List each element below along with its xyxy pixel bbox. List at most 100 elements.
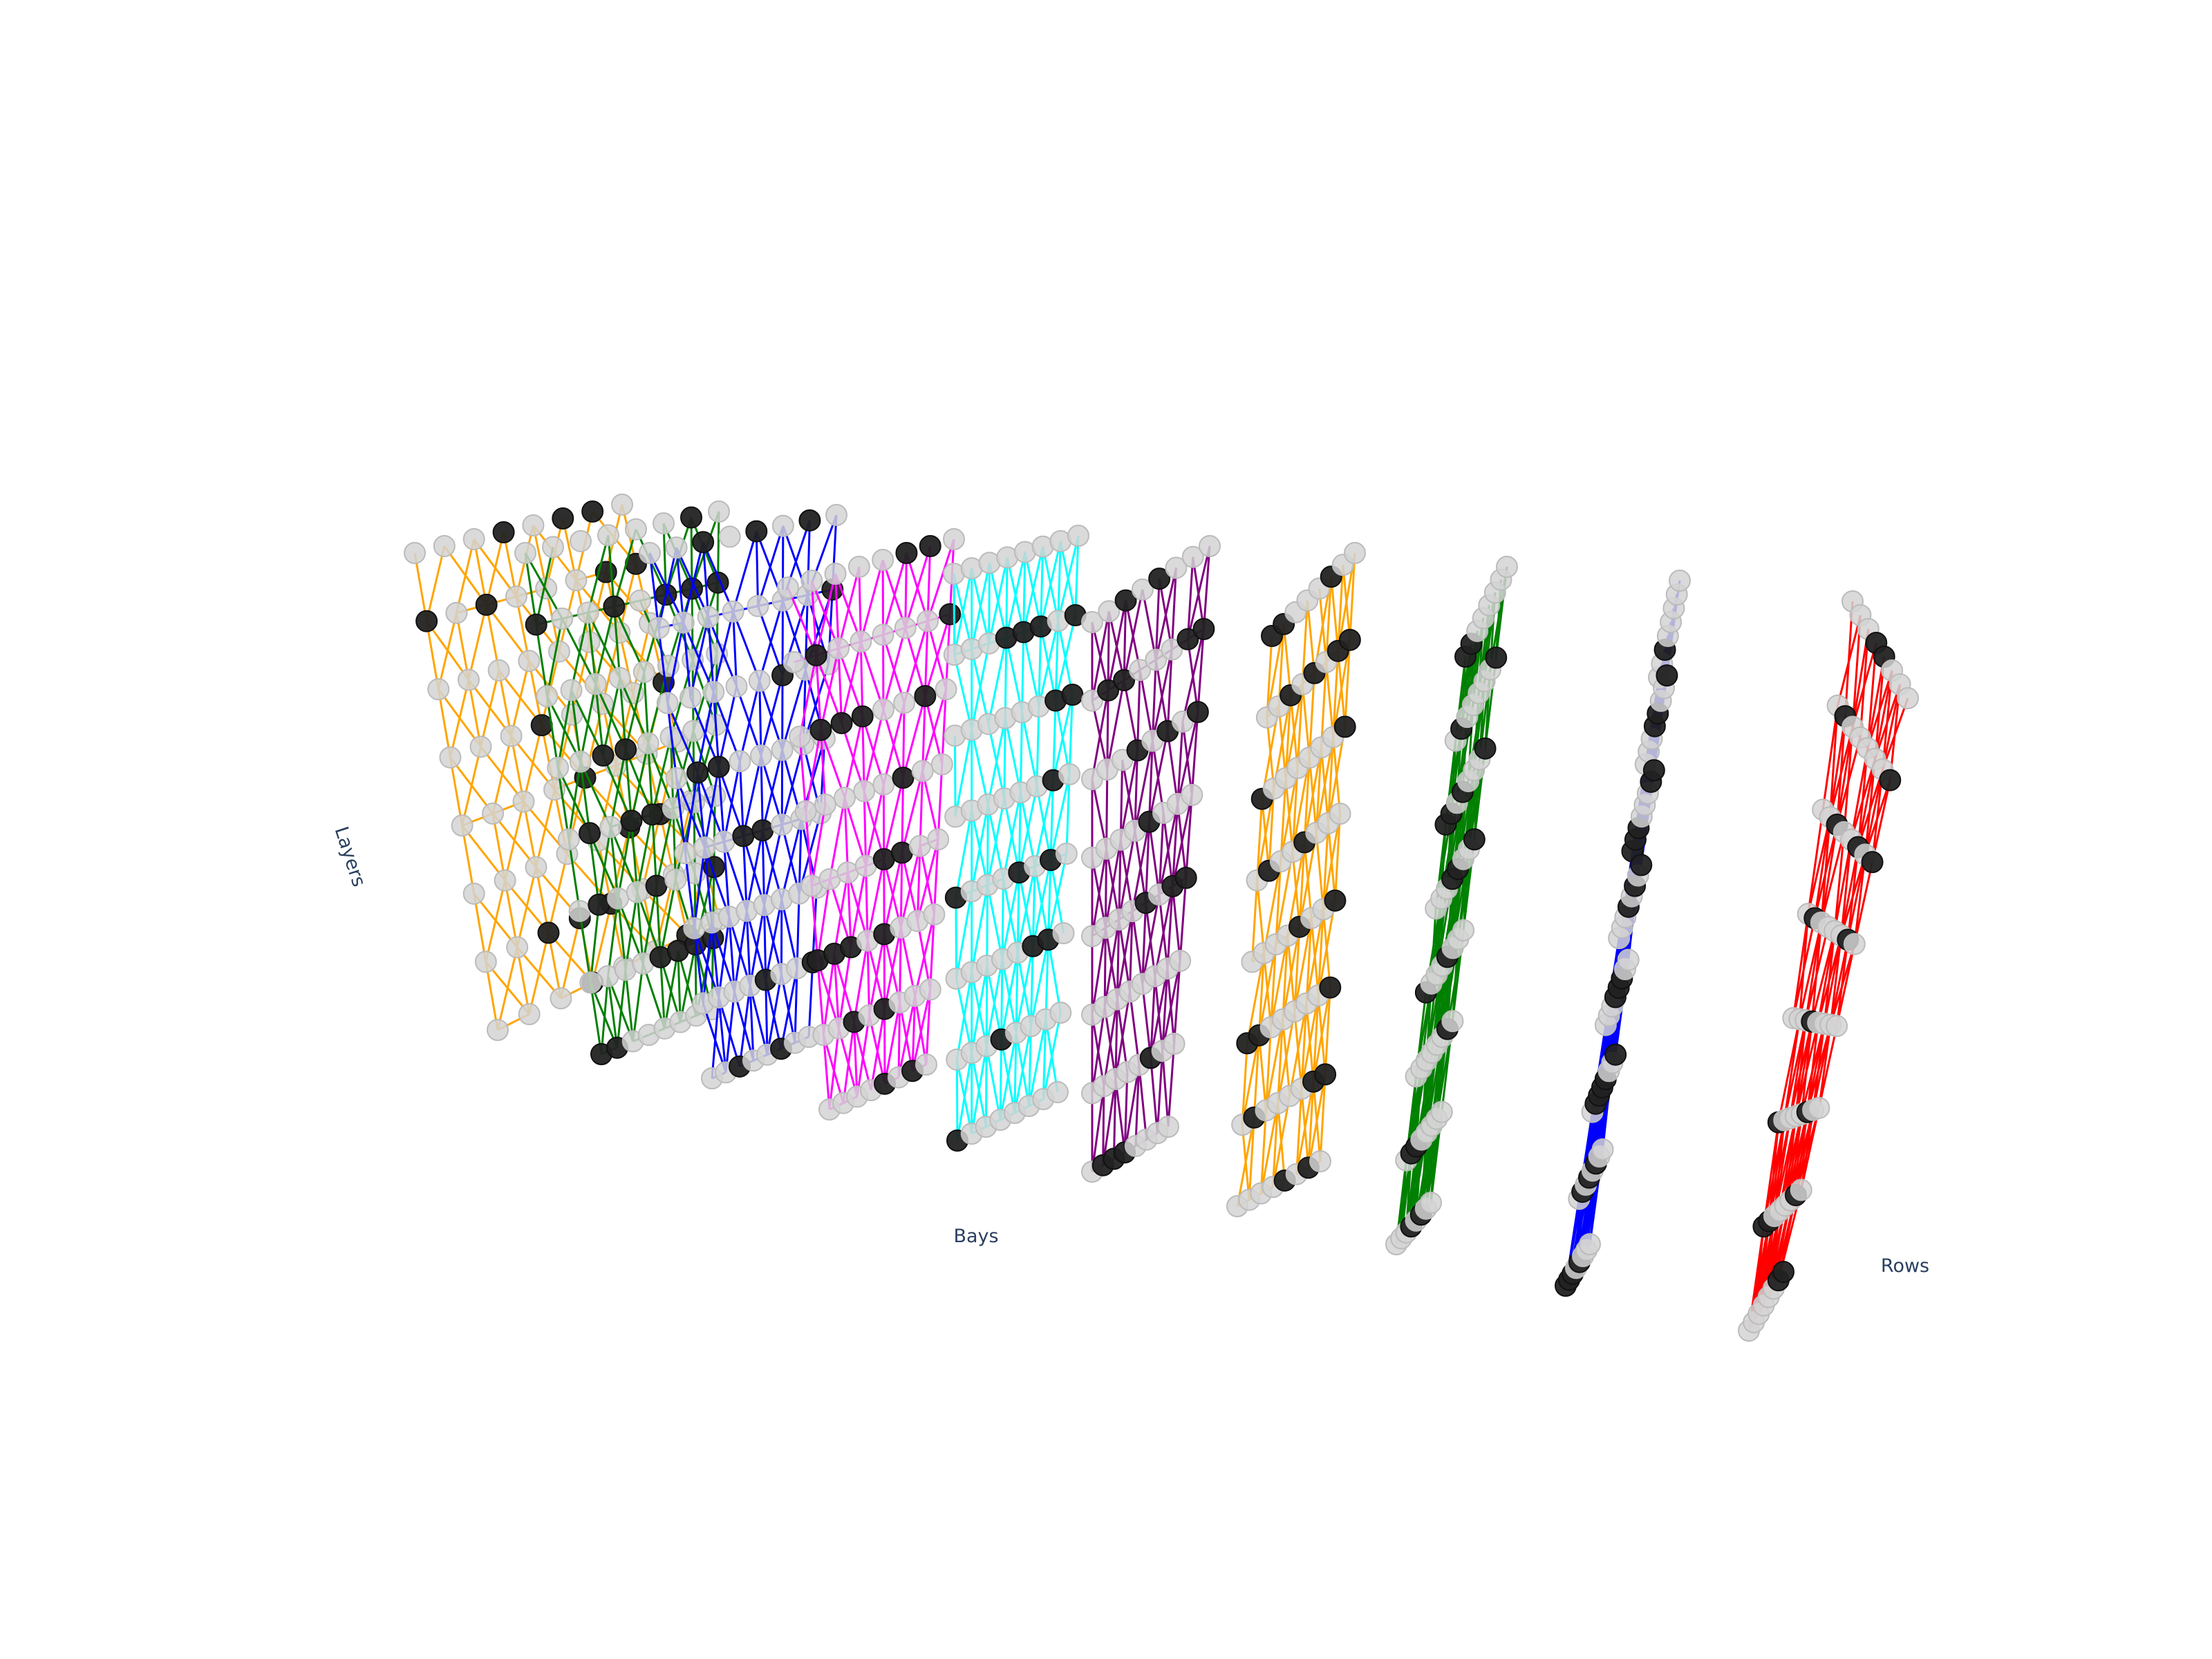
edge: [1271, 1103, 1280, 1188]
slot-node-empty: [911, 760, 934, 782]
edge: [988, 562, 1008, 638]
edge: [861, 716, 865, 791]
edge: [1118, 919, 1131, 992]
edge: [925, 989, 932, 1065]
edge: [1171, 803, 1179, 887]
edge: [822, 1035, 831, 1110]
edge: [1250, 880, 1259, 962]
edge: [1275, 861, 1282, 945]
slot-node-empty: [814, 793, 836, 816]
edge: [986, 965, 1003, 1040]
edge: [1853, 861, 1874, 945]
edge: [711, 922, 720, 998]
edge: [953, 573, 973, 650]
edge: [425, 545, 446, 621]
edge: [1828, 715, 1846, 818]
edge: [757, 606, 784, 676]
edge: [684, 853, 695, 929]
edge: [1835, 944, 1856, 1027]
edge: [847, 872, 869, 941]
edge: [1197, 628, 1205, 713]
edge: [1040, 546, 1044, 627]
slot-node-empty: [656, 692, 679, 715]
edge: [899, 927, 917, 997]
slot-node-empty: [584, 673, 607, 695]
edge: [1134, 830, 1147, 903]
edge: [1257, 1035, 1267, 1111]
edge: [1322, 823, 1329, 910]
edge: [883, 933, 901, 1003]
edge: [1145, 821, 1150, 903]
edge: [1138, 1065, 1148, 1140]
edge: [1850, 748, 1869, 840]
slot-node-filled: [579, 822, 601, 845]
slot-node-filled: [939, 603, 962, 626]
edge: [1057, 620, 1074, 695]
edge: [473, 538, 518, 597]
slot-node-empty: [568, 899, 591, 922]
slot-node-empty: [748, 669, 771, 692]
slot-node-filled: [615, 738, 637, 761]
edge: [749, 985, 769, 1056]
edge: [861, 715, 885, 785]
edge: [1123, 600, 1127, 681]
slot-node-empty: [542, 536, 564, 559]
edge: [1004, 718, 1022, 793]
edge: [843, 798, 850, 873]
slot-node-empty: [722, 600, 744, 623]
edge: [1264, 1019, 1284, 1111]
edge: [1047, 860, 1052, 940]
edge: [1166, 968, 1176, 1044]
edge: [703, 847, 713, 923]
edge: [745, 910, 751, 986]
edge: [672, 808, 677, 880]
slot-node-empty: [713, 830, 735, 853]
edge: [1059, 541, 1077, 616]
edge: [449, 757, 464, 826]
slot-node-empty: [506, 936, 529, 959]
row-frame-7: [1226, 542, 1366, 1217]
edge: [619, 632, 665, 684]
edge: [1812, 1023, 1826, 1111]
edge: [1248, 1117, 1255, 1200]
edge: [919, 845, 935, 915]
edge: [985, 1046, 1002, 1121]
edge: [732, 611, 761, 682]
slot-node-empty: [872, 624, 894, 646]
slot-node-filled: [1148, 568, 1171, 590]
edge: [926, 545, 932, 621]
edge: [847, 872, 852, 948]
slot-node-filled: [1879, 769, 1902, 791]
edge: [810, 580, 818, 656]
edge: [690, 517, 693, 589]
slot-node-empty: [919, 978, 941, 1001]
edge: [545, 695, 559, 768]
slot-node-empty: [1081, 611, 1103, 633]
edge: [1171, 885, 1181, 962]
edge: [899, 852, 903, 928]
edge: [1102, 1086, 1105, 1165]
edge: [1325, 662, 1335, 738]
edge: [1116, 999, 1129, 1073]
edge: [718, 997, 727, 1073]
slot-node-empty: [665, 767, 688, 789]
edge: [594, 684, 604, 756]
edge: [902, 702, 906, 778]
edge: [863, 791, 885, 860]
edge: [1021, 712, 1038, 787]
edge: [1074, 535, 1080, 616]
edge: [666, 622, 685, 704]
slot-node-empty: [1161, 638, 1183, 661]
edge: [899, 1002, 914, 1071]
edge: [1035, 706, 1040, 787]
slot-node-empty: [1897, 687, 1919, 709]
edge: [926, 621, 948, 690]
edge: [547, 932, 562, 999]
edge: [1185, 794, 1193, 879]
edge: [1810, 930, 1836, 1022]
slot-node-empty: [1430, 1100, 1453, 1123]
axis-title-bays: Bays: [953, 1226, 998, 1247]
edge: [659, 957, 682, 1023]
slot-node-empty: [518, 650, 541, 673]
edge: [707, 617, 715, 693]
